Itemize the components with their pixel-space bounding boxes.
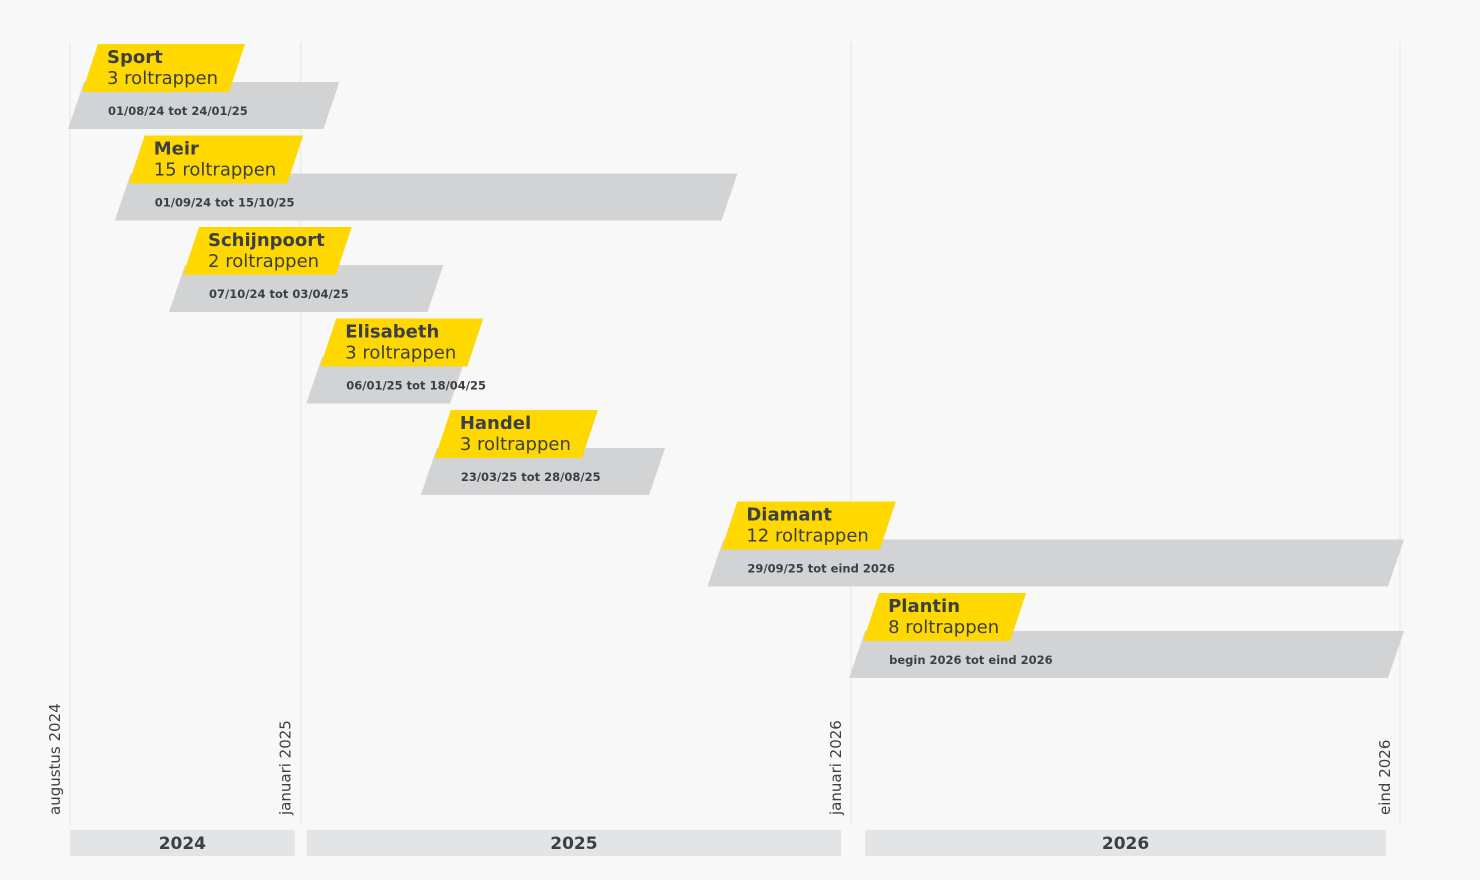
task-label-box [721,501,896,550]
task-bar [420,448,666,495]
task-count: 2 roltrappen [208,251,319,272]
year-label: 2024 [159,834,206,854]
task-label-box [434,410,598,458]
task-period: 23/03/25 tot 28/08/25 [461,470,601,484]
axis-marker-label: januari 2025 [277,720,295,816]
task-period: 06/01/25 tot 18/04/25 [346,379,486,393]
task-period: 07/10/24 tot 03/04/25 [209,287,349,301]
axis-marker-label: januari 2026 [827,720,845,816]
task-name: Diamant [746,505,832,526]
year-label: 2026 [1102,834,1149,854]
task-period: 29/09/25 tot eind 2026 [747,562,894,576]
axis-markers: augustus 2024 januari 2025 januari 2026 ein… [46,703,1394,816]
task-label-box [863,593,1027,641]
task-bar [849,631,1404,678]
year-band [306,830,842,856]
task-label-box [320,318,484,367]
task-label-box [128,135,304,184]
year-band [70,830,295,856]
year-label: 2025 [550,834,597,854]
task-label-box [82,44,246,92]
task-name: Handel [460,413,531,434]
task-name: Sport [107,47,163,68]
task-count: 8 roltrappen [888,617,999,638]
task-count: 3 roltrappen [460,434,571,455]
task-count: 12 roltrappen [746,526,868,547]
axis-marker-label: eind 2026 [1376,740,1394,815]
task-bar [306,356,467,404]
task-bar [169,265,444,312]
task-bar [114,173,738,221]
task-count: 15 roltrappen [154,160,276,181]
task-bar [68,82,340,129]
task-count: 3 roltrappen [345,343,456,364]
task-period: 01/08/24 tot 24/01/25 [108,104,248,118]
task-name: Elisabeth [345,322,439,343]
task-bar [707,539,1404,587]
year-band [865,830,1386,856]
task-period: begin 2026 tot eind 2026 [889,653,1052,667]
year-bands: 2024 2025 2026 [70,830,1386,856]
task-name: Meir [154,139,199,160]
axis-marker-label: augustus 2024 [46,703,64,815]
task-period: 01/09/24 tot 15/10/25 [155,196,295,210]
gridlines [69,42,1401,825]
task-label-box [183,227,352,275]
task-count: 3 roltrappen [107,68,218,89]
task-name: Schijnpoort [208,230,325,251]
task-name: Plantin [888,596,960,617]
